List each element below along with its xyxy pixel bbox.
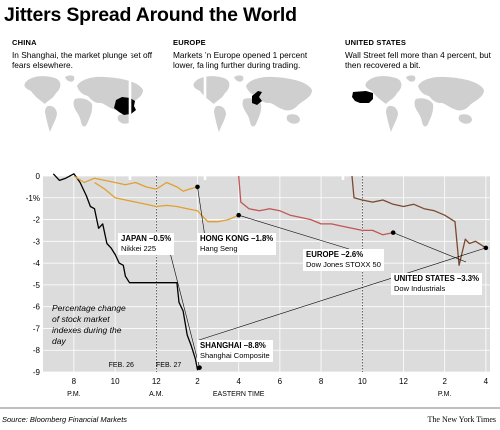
callout-europe-sub: Dow Jones STOXX 50 (306, 260, 381, 269)
callout-leader-line (164, 232, 200, 368)
region-usa-name: UNITED STATES (345, 38, 407, 47)
x-tick-label: 6 (278, 377, 283, 386)
map-china-panel (24, 75, 143, 132)
x-axis: 8 10 12 2 4 6 8 10 12 2 4 P.M. A.M. P.M. EASTERN TIME F… (67, 362, 489, 398)
callout-usa: UNITED STATES –3.3% Dow Industrials (391, 273, 483, 295)
x-tick-label: 4 (236, 377, 241, 386)
day-label: FEB. 27 (156, 362, 181, 369)
callout-japan-title: JAPAN –0.5% (121, 234, 172, 243)
callout-japan-sub: Nikkei 225 (121, 244, 157, 253)
map-europe-panel (193, 75, 312, 132)
x-tick-label: 2 (195, 377, 200, 386)
region-europe-name: EUROPE (173, 38, 206, 47)
series-end-point (197, 365, 202, 370)
x-sublabel: P.M. (438, 391, 452, 398)
europe-highlight-icon (252, 91, 262, 105)
y-tick-label: -8 (33, 346, 41, 355)
y-tick-label: -5 (33, 281, 41, 290)
china-highlight-icon (114, 97, 136, 115)
callout-leader-line (238, 214, 350, 250)
callout-leader-line (198, 247, 486, 341)
callout-leaders (164, 186, 486, 368)
grid (43, 175, 490, 373)
y-tick-label: -7 (33, 324, 41, 333)
world-map-icon (193, 75, 312, 132)
series-line (238, 175, 394, 236)
callout-shanghai: SHANGHAI –8.8% Shanghai Composite (197, 340, 273, 362)
series-line (351, 175, 487, 266)
y-tick-label: -3 (33, 237, 41, 246)
x-tick-label: 12 (152, 377, 161, 386)
x-tick-label: 8 (72, 377, 77, 386)
callout-hongkong-title: HONG KONG –1.8% (200, 234, 274, 243)
usa-highlight-icon (352, 91, 373, 103)
callout-usa-sub: Dow Industrials (394, 284, 446, 293)
world-map-icon (365, 75, 484, 132)
x-axis-label: EASTERN TIME (213, 391, 265, 398)
credit-line: The New York Times (427, 415, 496, 424)
region-connectors (128, 54, 345, 180)
x-sublabel: P.M. (67, 391, 81, 398)
x-tick-label: 4 (484, 377, 489, 386)
region-usa-text: Wall Street fell more than 4 percent, bu… (345, 50, 491, 70)
y-tick-label: -4 (33, 259, 41, 268)
region-europe-text: Markets in Europe opened 1 percent lower… (173, 50, 308, 70)
x-tick-label: 2 (442, 377, 447, 386)
region-china-name: CHINA (12, 38, 37, 47)
y-tick-label: 0 (36, 172, 41, 181)
chart-title: Jitters Spread Around the World (4, 4, 297, 26)
callout-usa-title: UNITED STATES –3.3% (394, 274, 480, 283)
y-tick-label: -6 (33, 303, 41, 312)
region-china-text: In Shanghai, the market plunge set off f… (12, 50, 153, 70)
series-line (73, 175, 198, 192)
region-usa-header: UNITED STATES Wall Street fell more than… (345, 38, 495, 70)
callout-leader-line (197, 186, 206, 238)
chart-note: Percentage change of stock market indexe… (52, 303, 126, 346)
x-tick-label: 10 (111, 377, 120, 386)
callout-leader-line (393, 232, 467, 263)
day-label: FEB. 26 (109, 362, 134, 369)
callout-europe-title: EUROPE –2.6% (306, 250, 364, 259)
region-china-header: CHINA In Shanghai, the market plunge set… (12, 38, 162, 70)
callout-shanghai-title: SHANGHAI –8.8% (200, 341, 266, 350)
map-usa-panel (352, 75, 484, 132)
callout-shanghai-sub: Shanghai Composite (200, 351, 270, 360)
callout-europe: EUROPE –2.6% Dow Jones STOXX 50 (303, 249, 384, 271)
callout-hongkong-sub: Hang Seng (200, 244, 238, 253)
region-europe-header: EUROPE Markets in Europe opened 1 percen… (173, 38, 323, 70)
x-tick-label: 8 (319, 377, 324, 386)
callout-hongkong: HONG KONG –1.8% Hang Seng (197, 233, 277, 255)
x-tick-label: 10 (358, 377, 367, 386)
y-tick-label: -1% (26, 194, 40, 203)
y-tick-label: -9 (33, 368, 41, 377)
y-axis: 0 -1% -2 -3 -4 -5 -6 -7 -8 -9 (26, 172, 41, 377)
series-line (52, 173, 201, 371)
y-tick-label: -2 (33, 216, 41, 225)
callout-japan: JAPAN –0.5% Nikkei 225 (118, 233, 175, 255)
source-note: Source: Bloomberg Financial Markets (2, 415, 128, 424)
x-tick-label: 12 (399, 377, 408, 386)
x-sublabel: A.M. (149, 391, 163, 398)
series-line (94, 181, 239, 223)
